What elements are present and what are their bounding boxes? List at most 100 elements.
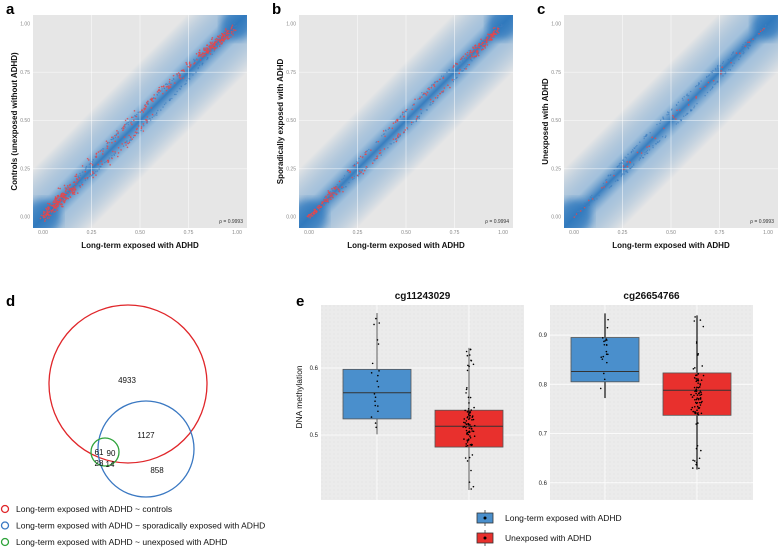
highlighted-point xyxy=(213,43,215,45)
highlighted-point xyxy=(468,63,470,66)
y-axis-title: Controls (unexposed without ADHD) xyxy=(10,52,19,191)
data-point xyxy=(697,85,699,87)
highlighted-point xyxy=(109,164,111,166)
highlighted-point xyxy=(310,212,313,215)
data-point xyxy=(112,137,114,140)
highlighted-point xyxy=(496,29,499,31)
data-point xyxy=(178,88,181,90)
data-point xyxy=(481,40,484,42)
highlighted-point xyxy=(392,138,395,140)
highlighted-point xyxy=(309,215,311,217)
highlighted-point xyxy=(319,206,322,209)
highlighted-point xyxy=(583,206,586,209)
data-point xyxy=(452,80,455,83)
data-point xyxy=(114,136,117,139)
data-point xyxy=(618,163,621,165)
y-tick-label: 0.6 xyxy=(539,481,548,487)
data-point xyxy=(739,55,742,57)
data-point xyxy=(466,354,469,357)
data-point xyxy=(659,122,661,125)
data-point xyxy=(112,136,114,138)
highlighted-point xyxy=(106,159,109,162)
data-point xyxy=(81,171,84,173)
data-point xyxy=(376,141,378,143)
data-point xyxy=(626,171,629,174)
data-point xyxy=(100,149,103,151)
highlighted-point xyxy=(180,77,182,80)
highlighted-point xyxy=(492,27,495,30)
data-point xyxy=(692,459,694,462)
data-point xyxy=(665,135,667,137)
highlighted-point xyxy=(477,44,480,47)
venn-count-green-only: 28 xyxy=(95,459,104,468)
highlighted-point xyxy=(476,49,479,52)
data-point xyxy=(399,115,402,117)
data-point xyxy=(471,60,473,62)
venn-count-red-blue: 1127 xyxy=(137,431,155,440)
data-point xyxy=(156,94,159,96)
highlighted-point xyxy=(142,130,145,132)
highlighted-point xyxy=(177,72,180,74)
highlighted-point xyxy=(199,59,202,61)
x-tick-label: 0.75 xyxy=(184,230,194,236)
data-point xyxy=(468,417,471,419)
data-point xyxy=(690,408,693,411)
highlighted-point xyxy=(349,171,351,174)
data-point xyxy=(390,143,393,145)
highlighted-point xyxy=(485,41,488,43)
highlighted-point xyxy=(213,41,216,44)
highlighted-point xyxy=(195,52,198,55)
data-point xyxy=(652,145,654,147)
highlighted-point xyxy=(232,33,234,36)
highlighted-point xyxy=(626,161,629,163)
highlighted-point xyxy=(107,141,109,144)
data-point xyxy=(471,454,474,456)
data-point xyxy=(714,83,717,85)
data-point xyxy=(693,386,696,389)
data-point xyxy=(467,396,470,399)
highlighted-point xyxy=(363,169,366,172)
data-point xyxy=(682,99,684,101)
highlighted-point xyxy=(60,202,63,205)
highlighted-point xyxy=(397,133,400,135)
data-point xyxy=(630,167,633,169)
highlighted-point xyxy=(56,197,59,199)
highlighted-point xyxy=(433,85,436,88)
rho-annotation: ρ = 0.9994 xyxy=(485,219,509,225)
data-point xyxy=(502,24,504,26)
data-point xyxy=(405,110,407,113)
highlighted-point xyxy=(468,53,471,55)
data-point xyxy=(468,418,470,421)
data-point xyxy=(417,98,419,100)
highlighted-point xyxy=(165,86,168,88)
highlighted-point xyxy=(42,212,45,214)
data-point xyxy=(699,404,702,406)
data-point xyxy=(467,408,470,410)
data-point xyxy=(733,62,735,64)
data-point xyxy=(387,147,389,149)
data-point xyxy=(466,431,469,434)
data-point xyxy=(373,159,375,161)
data-point xyxy=(465,423,468,426)
data-point xyxy=(593,199,596,201)
venn-count-green-blue: 14 xyxy=(106,460,115,469)
data-point xyxy=(465,392,467,394)
data-point xyxy=(176,75,179,77)
highlighted-point xyxy=(341,186,343,188)
highlighted-point xyxy=(490,36,492,38)
data-point xyxy=(156,114,158,116)
highlighted-point xyxy=(209,41,212,44)
highlighted-point xyxy=(128,141,131,144)
data-point xyxy=(719,65,721,67)
data-point xyxy=(110,138,113,141)
data-point xyxy=(575,214,577,217)
highlighted-point xyxy=(472,46,474,49)
highlighted-point xyxy=(221,42,223,45)
highlighted-point xyxy=(376,157,379,159)
data-point xyxy=(420,112,422,114)
highlighted-point xyxy=(439,92,442,95)
highlighted-point xyxy=(425,94,428,96)
data-point xyxy=(603,372,605,375)
highlighted-point xyxy=(314,208,317,211)
data-point xyxy=(697,353,700,355)
